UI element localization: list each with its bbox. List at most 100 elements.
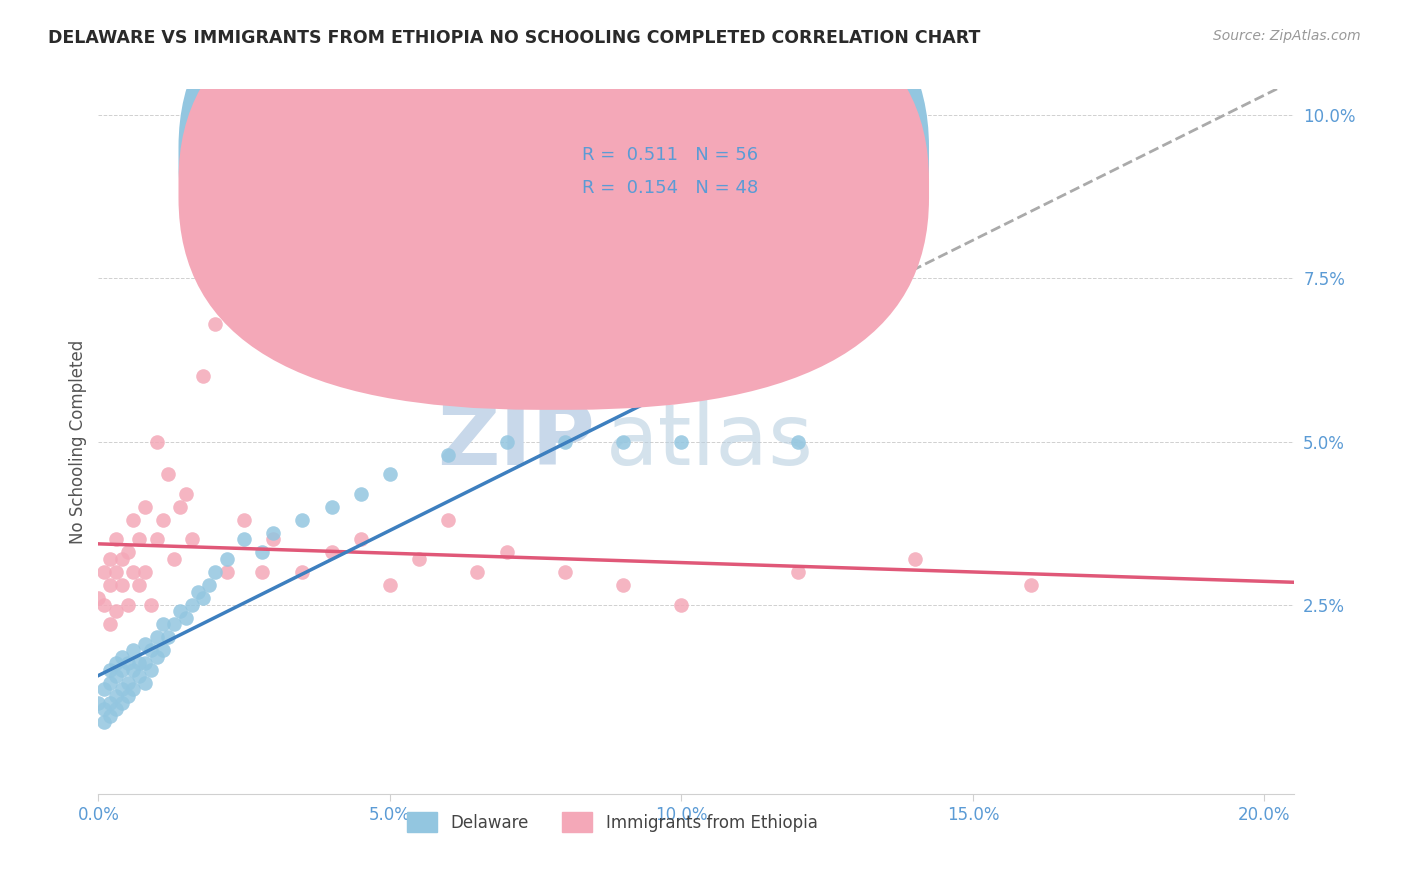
Text: Source: ZipAtlas.com: Source: ZipAtlas.com [1213,29,1361,43]
Point [215,552,238,566]
Point [117,689,139,703]
Point [186,584,208,599]
Point [111,649,134,664]
Point [291,513,314,527]
Point [321,545,343,559]
Point [98,552,121,566]
Point [378,578,401,592]
Point [122,682,145,697]
Point [152,617,174,632]
Point [93,598,115,612]
Point [262,533,284,547]
Point [93,702,115,716]
Point [104,657,127,671]
Point [152,513,174,527]
Point [145,434,167,449]
Point [98,696,121,710]
Point [98,676,121,690]
Point [104,689,127,703]
Point [139,643,162,657]
Point [180,598,202,612]
Point [111,552,134,566]
Point [215,565,238,579]
Point [250,565,273,579]
Point [139,598,162,612]
Point [157,467,180,482]
Text: R =  0.511   N = 56: R = 0.511 N = 56 [582,145,759,164]
Point [787,434,810,449]
Point [134,500,156,514]
Point [104,533,127,547]
Point [233,513,256,527]
Point [612,578,634,592]
Point [111,578,134,592]
Point [378,467,401,482]
Point [111,682,134,697]
Point [233,533,256,547]
Point [437,513,460,527]
Point [93,715,115,730]
Point [104,669,127,683]
Point [134,637,156,651]
Point [104,604,127,618]
Point [104,702,127,716]
Point [122,663,145,677]
Point [193,591,215,606]
Point [111,663,134,677]
Point [163,617,186,632]
Point [87,696,110,710]
Point [350,533,373,547]
Point [408,552,430,566]
Point [554,434,576,449]
Point [87,591,110,606]
Point [612,434,634,449]
Point [262,525,284,540]
Point [128,533,150,547]
Point [117,545,139,559]
Point [554,565,576,579]
Point [128,657,150,671]
Point [98,578,121,592]
Point [174,487,197,501]
Y-axis label: No Schooling Completed: No Schooling Completed [69,340,87,543]
Point [145,533,167,547]
Point [671,598,693,612]
Text: atlas: atlas [606,400,814,483]
Point [180,533,202,547]
Point [495,545,517,559]
Point [495,434,517,449]
Point [204,317,226,331]
FancyBboxPatch shape [179,0,929,376]
Point [1019,578,1042,592]
Point [169,500,191,514]
Point [134,565,156,579]
Point [117,657,139,671]
Point [122,513,145,527]
Point [117,676,139,690]
Point [250,545,273,559]
Point [111,696,134,710]
Point [122,565,145,579]
Point [671,434,693,449]
Point [98,663,121,677]
Point [169,604,191,618]
Point [437,448,460,462]
Text: DELAWARE VS IMMIGRANTS FROM ETHIOPIA NO SCHOOLING COMPLETED CORRELATION CHART: DELAWARE VS IMMIGRANTS FROM ETHIOPIA NO … [48,29,980,46]
Point [157,630,180,644]
Point [174,610,197,624]
Point [134,676,156,690]
Point [903,552,925,566]
Point [467,565,489,579]
Point [152,643,174,657]
Point [139,663,162,677]
Point [204,565,226,579]
Point [128,669,150,683]
Point [321,500,343,514]
Point [93,682,115,697]
Point [163,552,186,566]
Point [117,598,139,612]
Point [104,565,127,579]
Point [93,565,115,579]
Point [291,565,314,579]
Point [145,630,167,644]
